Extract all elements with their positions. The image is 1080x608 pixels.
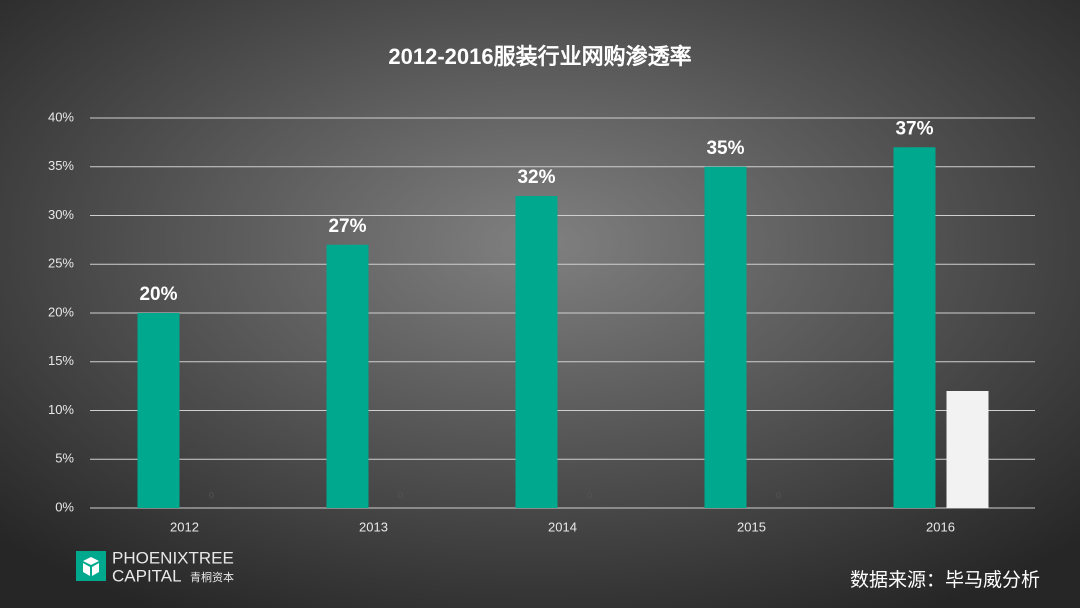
- logo-cube: [83, 557, 99, 576]
- logo: PHOENIXTREE CAPITAL 青桐资本: [76, 548, 234, 585]
- y-tick-label: 10%: [48, 402, 74, 417]
- value-label: 20%: [139, 284, 177, 305]
- y-tick-label: 25%: [48, 256, 74, 271]
- x-tick-label: 2015: [737, 519, 766, 534]
- y-tick-label: 20%: [48, 304, 74, 319]
- x-tick-label: 2012: [170, 519, 199, 534]
- logo-icon: [76, 551, 106, 581]
- value-label: 0: [209, 490, 214, 500]
- value-label: 32%: [517, 167, 555, 188]
- y-tick-label: 0%: [55, 499, 74, 514]
- bar: [893, 147, 936, 508]
- bar: [137, 313, 180, 508]
- y-tick-label: 15%: [48, 353, 74, 368]
- value-label: 37%: [895, 118, 933, 139]
- logo-cn: 青桐资本: [190, 570, 234, 584]
- value-label: 35%: [706, 138, 744, 159]
- value-label: 0: [398, 490, 403, 500]
- y-tick-label: 30%: [48, 207, 74, 222]
- x-tick-label: 2014: [548, 519, 577, 534]
- bar: [946, 391, 989, 508]
- value-label: 0: [587, 490, 592, 500]
- bar: [515, 196, 558, 508]
- value-label: 0: [776, 490, 781, 500]
- bar: [326, 244, 369, 508]
- x-tick-label: 2013: [359, 519, 388, 534]
- logo-text: CAPITAL: [112, 566, 182, 585]
- y-tick-label: 40%: [48, 109, 74, 124]
- x-tick-label: 2016: [926, 519, 955, 534]
- source-note: 数据来源：毕马威分析: [850, 569, 1040, 591]
- y-tick-label: 35%: [48, 158, 74, 173]
- bar: [704, 166, 747, 508]
- value-label: 27%: [328, 216, 366, 237]
- chart-title: 2012-2016服装行业网购渗透率: [388, 44, 691, 69]
- logo-text: PHOENIXTREE: [112, 548, 234, 567]
- y-tick-label: 5%: [55, 451, 74, 466]
